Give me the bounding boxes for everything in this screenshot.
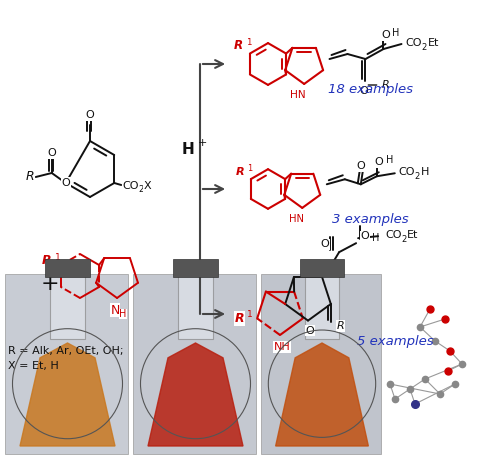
- Text: CO: CO: [385, 230, 402, 240]
- Text: NH: NH: [274, 342, 290, 352]
- Text: O: O: [86, 110, 94, 120]
- Text: R: R: [337, 321, 344, 331]
- Polygon shape: [20, 343, 115, 446]
- Polygon shape: [276, 343, 368, 446]
- Bar: [305, 274, 339, 339]
- Text: 1: 1: [246, 38, 252, 47]
- Text: R: R: [234, 39, 243, 52]
- Text: O: O: [360, 231, 370, 241]
- Text: CO: CO: [122, 181, 138, 191]
- Text: 1: 1: [55, 252, 60, 262]
- Text: HN: HN: [288, 214, 304, 224]
- Bar: [385, 274, 495, 454]
- Bar: [178, 274, 213, 339]
- Text: HN: HN: [290, 90, 306, 101]
- Bar: [173, 258, 218, 277]
- Text: O: O: [62, 178, 70, 188]
- Text: 2: 2: [401, 235, 406, 244]
- Text: +: +: [40, 274, 60, 294]
- Text: H: H: [392, 28, 400, 38]
- Bar: [45, 258, 90, 277]
- Text: O: O: [359, 86, 368, 96]
- Text: N: N: [110, 303, 120, 317]
- Text: CO: CO: [406, 38, 422, 48]
- Bar: [261, 274, 381, 454]
- Text: O: O: [356, 161, 365, 171]
- Text: O: O: [381, 30, 390, 40]
- Text: R: R: [42, 254, 52, 268]
- Text: 2: 2: [415, 172, 420, 181]
- Text: CO: CO: [399, 167, 415, 177]
- Text: H: H: [120, 309, 126, 319]
- Text: R = Alk, Ar, OEt, OH;: R = Alk, Ar, OEt, OH;: [8, 346, 123, 356]
- Text: 2: 2: [138, 185, 143, 194]
- Text: 1: 1: [247, 310, 253, 319]
- Text: H: H: [386, 155, 393, 165]
- Text: R: R: [234, 312, 244, 325]
- Bar: [300, 258, 344, 277]
- Text: +: +: [198, 138, 207, 148]
- Text: O: O: [374, 157, 383, 167]
- Text: 5 examples: 5 examples: [356, 335, 434, 347]
- Text: H: H: [421, 167, 429, 177]
- Bar: [50, 274, 85, 339]
- Text: 2: 2: [422, 43, 426, 51]
- Polygon shape: [148, 343, 243, 446]
- Text: O: O: [320, 239, 330, 249]
- Text: H: H: [372, 233, 380, 243]
- Bar: [133, 274, 256, 454]
- Text: H: H: [182, 141, 194, 157]
- Text: 18 examples: 18 examples: [328, 83, 412, 95]
- Text: O: O: [48, 148, 56, 158]
- Text: X = Et, H: X = Et, H: [8, 361, 59, 371]
- Text: 1: 1: [248, 164, 252, 173]
- Text: R: R: [382, 80, 390, 90]
- Bar: [5, 274, 128, 454]
- Text: Et: Et: [407, 230, 418, 240]
- Text: R: R: [26, 170, 34, 184]
- Text: Et: Et: [428, 38, 439, 48]
- Text: R: R: [236, 167, 244, 177]
- Text: 3 examples: 3 examples: [332, 213, 408, 225]
- Text: X: X: [143, 181, 151, 191]
- Text: O: O: [306, 325, 314, 336]
